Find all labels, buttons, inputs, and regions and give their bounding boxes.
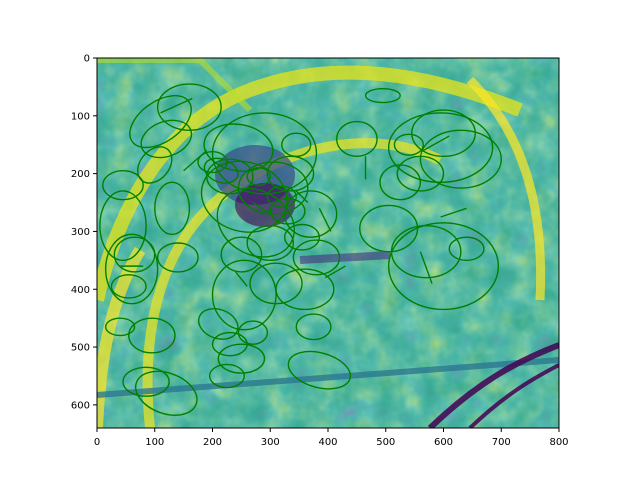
feature-ellipse	[128, 317, 176, 354]
feature-ellipse	[283, 190, 338, 238]
feature-ellipse	[208, 363, 245, 389]
y-tick-label: 500	[71, 343, 90, 354]
feature-ellipse	[156, 83, 222, 131]
feature-ellipse	[104, 317, 136, 337]
feature-ellipse	[102, 170, 144, 201]
y-tick-label: 0	[84, 54, 90, 65]
x-tick-label: 200	[203, 437, 222, 448]
feature-ellipse	[419, 129, 502, 189]
x-tick-label: 800	[549, 437, 568, 448]
feature-ellipse	[295, 313, 332, 341]
feature-ellipse	[211, 259, 277, 331]
x-tick-label: 700	[492, 437, 511, 448]
orientation-line	[295, 190, 309, 204]
orientation-line	[160, 97, 193, 114]
y-tick-label: 600	[71, 400, 90, 411]
segment-overlay	[120, 97, 467, 287]
orientation-line	[440, 207, 467, 218]
ellipse-overlay	[99, 83, 502, 416]
feature-ellipse	[396, 155, 445, 192]
x-tick-label: 500	[376, 437, 395, 448]
x-tick-label: 100	[145, 437, 164, 448]
y-axis: 0 100 200 300 400 500 600	[71, 54, 97, 411]
feature-ellipse	[217, 343, 266, 374]
image-panel	[97, 58, 559, 428]
orientation-line	[318, 207, 332, 232]
feature-ellipse	[448, 236, 485, 262]
feature-ellipse	[246, 167, 271, 186]
feature-ellipse	[335, 120, 378, 157]
feature-ellipse	[246, 224, 295, 262]
orientation-line	[422, 135, 450, 152]
feature-ellipse	[113, 236, 156, 273]
feature-ellipse	[249, 262, 303, 305]
orientation-line	[324, 265, 346, 279]
feature-ellipse	[197, 307, 239, 340]
y-tick-label: 300	[71, 227, 90, 238]
orientation-line	[419, 251, 433, 284]
orientation-line	[252, 201, 271, 215]
y-tick-label: 200	[71, 169, 90, 180]
x-tick-label: 300	[261, 437, 280, 448]
x-axis: 0 100 200 300 400 500 600 700 800	[94, 428, 569, 448]
feature-ellipse	[134, 370, 198, 416]
x-tick-label: 400	[318, 437, 337, 448]
feature-ellipse	[287, 350, 352, 390]
feature-ellipse	[266, 155, 315, 192]
feature-ellipse	[266, 185, 297, 208]
feature-ellipse	[99, 190, 147, 262]
feature-ellipse	[140, 119, 193, 159]
feature-ellipse	[281, 132, 312, 157]
y-tick-label: 100	[71, 111, 90, 122]
orientation-line	[183, 149, 208, 172]
feature-ellipse	[364, 87, 401, 104]
feature-ellipse	[216, 187, 295, 258]
feature-ellipse	[154, 181, 191, 236]
feature-ellipse	[387, 222, 500, 311]
feature-ellipse	[237, 320, 269, 345]
feature-ellipse	[393, 133, 424, 156]
x-tick-label: 0	[94, 437, 100, 448]
feature-ellipse	[203, 123, 274, 172]
feature-ellipse	[203, 157, 239, 184]
feature-ellipse	[122, 366, 170, 397]
orientation-line	[235, 271, 248, 287]
feature-ellipse	[197, 150, 228, 174]
feature-ellipse	[129, 95, 192, 149]
feature-ellipse	[220, 236, 263, 273]
x-tick-label: 600	[434, 437, 453, 448]
feature-ellipse	[292, 239, 341, 276]
feature-ellipse	[411, 109, 476, 157]
feature-ellipse	[156, 242, 199, 273]
feature-ellipse	[211, 112, 318, 195]
y-tick-label: 400	[71, 285, 90, 296]
feature-ellipse	[283, 223, 321, 251]
feature-ellipse	[379, 164, 422, 201]
feature-ellipse	[110, 274, 147, 299]
feature-ellipse	[104, 233, 159, 305]
